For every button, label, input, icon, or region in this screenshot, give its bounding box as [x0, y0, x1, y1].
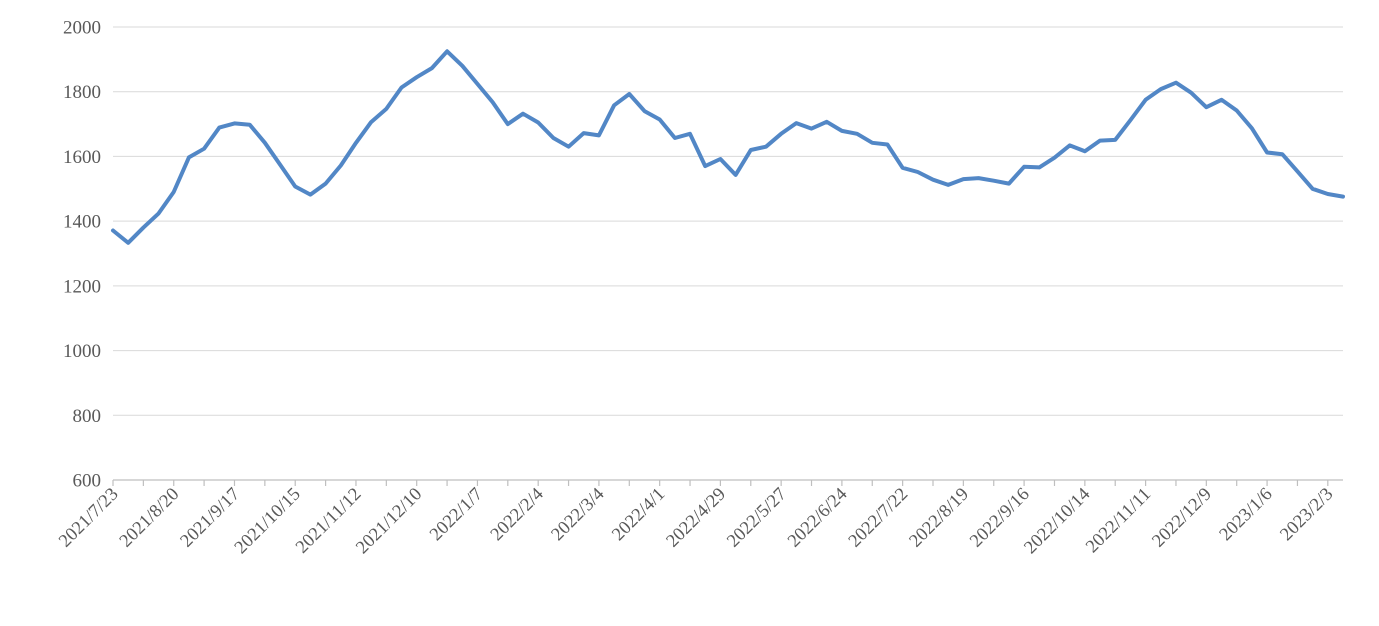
y-axis-tick-label: 1600 [63, 147, 101, 168]
data-series-line [111, 49, 1345, 245]
x-axis-tick-label: 2022/7/22 [845, 484, 912, 551]
x-axis-tick-label: 2022/11/11 [1082, 484, 1155, 557]
y-axis-tick-label: 1800 [63, 82, 101, 103]
x-axis-tick-label: 2022/3/4 [548, 484, 609, 545]
x-axis-tick-label: 2022/4/29 [663, 484, 730, 551]
x-axis-tick-label: 2022/2/4 [487, 484, 548, 545]
y-axis-tick-label: 1200 [63, 276, 101, 297]
y-axis-tick-label: 1000 [63, 341, 101, 362]
x-axis-tick-label: 2022/1/7 [426, 484, 487, 545]
x-axis-tick-label: 2022/4/1 [609, 484, 670, 545]
x-axis-tick-label: 2023/2/3 [1277, 484, 1338, 545]
x-axis-tick-label: 2021/8/20 [116, 484, 183, 551]
x-axis-tick-label: 2022/10/14 [1021, 484, 1095, 558]
y-axis-tick-label: 1400 [63, 212, 101, 233]
y-axis-tick-label: 800 [73, 406, 102, 427]
x-axis-tick-label: 2022/6/24 [784, 484, 851, 551]
x-axis-tick-label: 2022/8/19 [906, 484, 973, 551]
x-axis-tick-label: 2022/12/9 [1149, 484, 1216, 551]
x-axis-tick-label: 2021/12/10 [353, 484, 427, 558]
x-axis-tick-label: 2021/10/15 [231, 484, 305, 558]
y-axis-tick-label: 2000 [63, 18, 101, 39]
x-axis-tick-label: 2023/1/6 [1216, 484, 1277, 545]
x-axis-tick-label: 2022/5/27 [723, 484, 790, 551]
y-axis-tick-label: 600 [73, 471, 102, 492]
x-axis-tick-label: 2021/7/23 [55, 484, 122, 551]
